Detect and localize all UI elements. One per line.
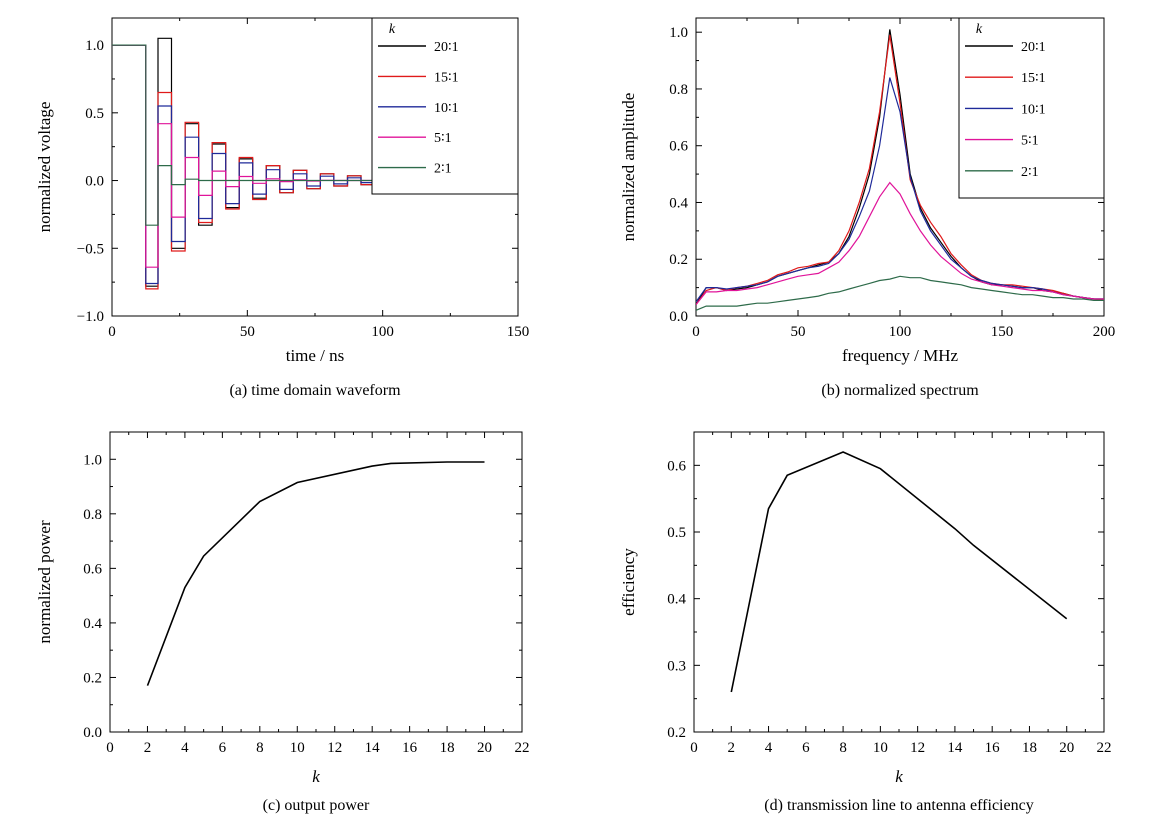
legend-box: [371, 17, 519, 195]
x-tick-label: 4: [765, 740, 773, 756]
y-tick-label: 0.5: [85, 106, 104, 122]
y-tick-label: 1.0: [83, 452, 102, 468]
chart-d: 0 2 4 6 8 10 12 14 16 18 20 22 0.2 0.3 0.4 0.5 0.6 k effic…: [619, 431, 1112, 814]
x-tick-label: 16: [985, 740, 1001, 756]
y-tick-label: 0.4: [669, 195, 688, 211]
x-tick-label: 0: [690, 740, 698, 756]
x-tick-label: 20: [477, 740, 492, 756]
x-tick-label: 18: [440, 740, 455, 756]
x-tick-label: 50: [791, 324, 806, 340]
series-line-main: [146, 461, 485, 686]
x-tick-label: 0: [108, 324, 116, 340]
x-tick-label: 12: [327, 740, 342, 756]
chart-a: 0 50 100 150 −1.0 −0.5 0.0 0.5 1.0 time / ns norma…: [35, 17, 530, 399]
x-tick-label: 8: [839, 740, 847, 756]
y-tick-label: −1.0: [77, 309, 104, 325]
x-tick-label: 14: [947, 740, 963, 756]
plot-frame: [109, 431, 523, 733]
chart-caption: (c) output power: [263, 797, 370, 814]
x-tick-label: 150: [991, 324, 1014, 340]
y-axis-label: normalized voltage: [35, 102, 54, 233]
y-tick-label: −0.5: [77, 241, 104, 257]
x-tick-label: 200: [1093, 324, 1116, 340]
y-tick-label: 0.6: [667, 458, 686, 474]
y-tick-label: 0.2: [83, 670, 102, 686]
y-tick-label: 0.6: [83, 561, 102, 577]
x-tick-label: 14: [365, 740, 381, 756]
y-tick-label: 0.4: [83, 616, 102, 632]
y-tick-label: 0.5: [667, 525, 686, 541]
x-tick-label: 2: [144, 740, 152, 756]
x-tick-label: 16: [402, 740, 418, 756]
legend-entry: 10∶1: [1021, 102, 1046, 117]
plot-frame: [693, 431, 1105, 733]
y-tick-label: 0.0: [669, 309, 688, 325]
chart-b: 0 50 100 150 200 0.0 0.2 0.4 0.6 0.8 1.0 frequency …: [619, 17, 1116, 399]
x-tick-label: 6: [219, 740, 227, 756]
y-axis-label: normalized amplitude: [619, 93, 638, 242]
x-tick-label: 10: [873, 740, 888, 756]
x-axis-label: time / ns: [286, 346, 345, 365]
series-line-2-1: [112, 44, 518, 226]
y-tick-label: 0.8: [83, 507, 102, 523]
y-tick-label: 0.2: [669, 252, 688, 268]
y-axis-label: efficiency: [619, 548, 638, 616]
chart-caption: (b) normalized spectrum: [821, 382, 979, 399]
x-tick-label: 20: [1059, 740, 1074, 756]
legend: k 20∶1 15∶1 10∶1 5∶1 2∶1: [371, 17, 519, 195]
legend-entry: 15∶1: [1021, 71, 1046, 86]
legend-title: k: [976, 22, 983, 37]
legend-title: k: [389, 22, 396, 37]
x-tick-label: 6: [802, 740, 810, 756]
x-tick-label: 50: [240, 324, 255, 340]
series-line-2-1: [696, 275, 1104, 311]
x-tick-label: 4: [181, 740, 189, 756]
legend-entry: 2∶1: [1021, 165, 1039, 180]
chart-c: 0 2 4 6 8 10 12 14 16 18 20 22 0.0 0.2 0.4 0.6 0.8 1.0 k no…: [35, 431, 530, 814]
y-axis-label: normalized power: [35, 520, 54, 644]
series-line-main: [730, 451, 1068, 693]
x-tick-label: 12: [910, 740, 925, 756]
x-tick-label: 0: [692, 324, 700, 340]
y-tick-label: 1.0: [669, 25, 688, 41]
x-axis-label: frequency / MHz: [842, 346, 959, 365]
chart-caption: (d) transmission line to antenna efficie…: [764, 797, 1033, 814]
legend-entry: 20∶1: [434, 40, 459, 55]
chart-caption: (a) time domain waveform: [229, 382, 401, 399]
y-tick-label: 0.0: [83, 725, 102, 741]
x-axis-label: k: [312, 767, 320, 786]
y-tick-label: 0.3: [667, 658, 686, 674]
legend-entry: 20∶1: [1021, 40, 1046, 55]
x-tick-label: 8: [256, 740, 264, 756]
legend-entry: 15∶1: [434, 70, 459, 85]
x-tick-label: 150: [507, 324, 530, 340]
x-tick-label: 100: [371, 324, 394, 340]
y-tick-label: 0.4: [667, 592, 686, 608]
y-tick-label: 0.0: [85, 174, 104, 190]
x-tick-label: 22: [1097, 740, 1112, 756]
y-tick-label: 0.2: [667, 725, 686, 741]
y-tick-label: 0.6: [669, 139, 688, 155]
legend-entry: 5∶1: [434, 131, 452, 146]
x-tick-label: 2: [728, 740, 736, 756]
x-tick-label: 10: [290, 740, 305, 756]
legend-entry: 2∶1: [434, 162, 452, 177]
y-tick-label: 0.8: [669, 82, 688, 98]
x-tick-label: 100: [889, 324, 912, 340]
series-line-10-1: [696, 77, 1104, 303]
legend: k 20∶1 15∶1 10∶1 5∶1 2∶1: [958, 17, 1105, 199]
y-tick-label: 1.0: [85, 38, 104, 54]
x-tick-label: 18: [1022, 740, 1037, 756]
legend-entry: 5∶1: [1021, 134, 1039, 149]
x-tick-label: 22: [515, 740, 530, 756]
x-tick-label: 0: [106, 740, 114, 756]
x-axis-label: k: [895, 767, 903, 786]
series-line-5-1: [696, 181, 1104, 305]
legend-entry: 10∶1: [434, 101, 459, 116]
